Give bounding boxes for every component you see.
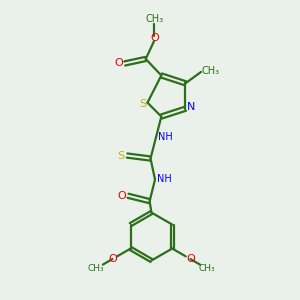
Text: CH₃: CH₃ (88, 264, 104, 273)
Text: O: O (150, 33, 159, 43)
Text: O: O (114, 58, 123, 68)
Text: CH₃: CH₃ (202, 66, 220, 76)
Text: O: O (118, 191, 126, 201)
Text: O: O (186, 254, 195, 264)
Text: N: N (187, 102, 196, 112)
Text: S: S (139, 99, 146, 109)
Text: O: O (108, 254, 117, 264)
Text: CH₃: CH₃ (199, 264, 215, 273)
Text: NH: NH (158, 132, 172, 142)
Text: CH₃: CH₃ (145, 14, 163, 24)
Text: NH: NH (157, 174, 171, 184)
Text: S: S (118, 151, 125, 160)
